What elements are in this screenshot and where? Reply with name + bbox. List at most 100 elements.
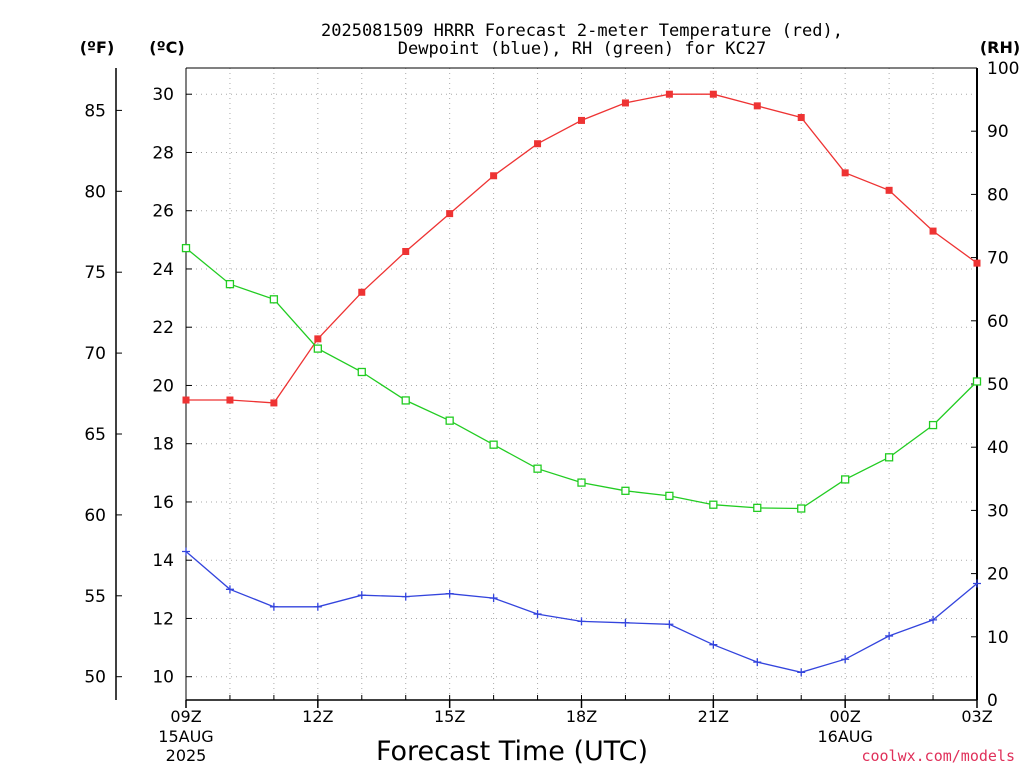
rh-point — [357, 367, 366, 377]
temperature-point — [709, 90, 717, 98]
dewpoint-point — [357, 591, 366, 600]
dewpoint-point — [709, 640, 718, 649]
dewpoint-point — [533, 610, 542, 619]
dewpoint-point — [225, 585, 234, 594]
rh-point — [445, 416, 454, 425]
dewpoint-point — [665, 620, 674, 629]
rh-point — [577, 478, 586, 487]
c-tick-label: 20 — [152, 376, 174, 396]
c-tick-label: 24 — [152, 260, 174, 280]
temperature-point — [973, 259, 981, 267]
rh-tick-label: 20 — [987, 565, 1009, 585]
c-tick-label: 28 — [152, 143, 174, 163]
rh-point — [709, 500, 718, 509]
rh-point — [225, 279, 235, 289]
rh-tick-label: 80 — [987, 185, 1009, 205]
f-tick-label: 55 — [84, 587, 106, 607]
dewpoint-point — [841, 655, 850, 664]
rh-tick-label: 60 — [987, 312, 1009, 332]
x-tick-label: 21Z — [698, 707, 729, 726]
temperature-point — [182, 396, 190, 404]
temperature-point — [841, 169, 849, 177]
chart-title-line2: Dewpoint (blue), RH (green) for KC27 — [398, 39, 766, 59]
f-tick-label: 60 — [84, 506, 106, 526]
rh-point — [753, 503, 762, 513]
credit-text: coolwx.com/models — [861, 747, 1015, 765]
rh-tick-label: 100 — [987, 59, 1019, 79]
chart-title-line1: 2025081509 HRRR Forecast 2-meter Tempera… — [321, 21, 843, 41]
unit-rh: (RH) — [980, 38, 1020, 57]
temperature-point — [446, 210, 454, 218]
x-tick-label: 18Z — [566, 707, 597, 726]
temperature-point — [929, 227, 937, 235]
c-tick-label: 10 — [152, 668, 174, 688]
unit-fahrenheit: (ºF) — [80, 38, 115, 57]
rh-point — [269, 295, 279, 304]
f-tick-label: 65 — [84, 425, 106, 445]
temperature-point — [490, 172, 498, 180]
dewpoint-point — [973, 579, 981, 588]
rh-tick-label: 70 — [987, 249, 1009, 269]
c-tick-label: 18 — [152, 435, 174, 455]
dewpoint-point — [621, 618, 630, 627]
c-tick-label: 14 — [152, 551, 174, 571]
axes: 50 55 60 65 70 75 80 85 10 12 14 16 18 20 22 24 26 28 30 0 1… — [84, 59, 1019, 765]
x-tick-sublabel: 16AUG — [817, 727, 872, 746]
dewpoint-point — [753, 658, 762, 667]
rh-point — [665, 491, 674, 501]
c-tick-label: 16 — [152, 493, 174, 513]
temperature-point — [358, 288, 366, 296]
series-layer — [181, 90, 982, 677]
temperature-point — [578, 116, 585, 124]
f-tick-label: 75 — [84, 263, 106, 283]
dewpoint-point — [313, 602, 322, 611]
rh-tick-label: 0 — [987, 691, 998, 711]
rh-point — [797, 504, 806, 513]
x-tick-label: 00Z — [830, 707, 861, 726]
x-axis-label: Forecast Time (UTC) — [376, 736, 648, 767]
c-tick-label: 12 — [152, 609, 174, 629]
x-tick-label: 15Z — [434, 707, 465, 726]
dewpoint-point — [401, 592, 410, 601]
x-tick-label: 12Z — [302, 707, 333, 726]
f-tick-label: 85 — [84, 101, 106, 121]
rh-point — [533, 464, 542, 473]
dewpoint-point — [182, 547, 190, 556]
temperature-point — [534, 140, 542, 148]
rh-point — [841, 475, 850, 484]
c-tick-label: 30 — [152, 85, 174, 105]
rh-point — [401, 396, 410, 405]
temperature-point — [314, 335, 322, 343]
rh-tick-label: 30 — [987, 501, 1009, 521]
rh-point — [972, 377, 982, 386]
temperature-point — [402, 247, 410, 255]
dewpoint-point — [885, 631, 894, 640]
dewpoint-point — [929, 615, 938, 624]
dewpoint-point — [577, 617, 586, 626]
rh-point — [884, 453, 894, 462]
x-tick-sublabel: 15AUG — [158, 727, 213, 746]
dewpoint-point — [489, 594, 498, 603]
x-tick-label: 09Z — [170, 707, 201, 726]
x-tick-label: 03Z — [961, 707, 992, 726]
dewpoint-point — [797, 668, 806, 677]
rh-point — [489, 440, 498, 449]
c-tick-label: 26 — [152, 202, 174, 222]
temperature-point — [665, 90, 673, 98]
rh-tick-label: 10 — [987, 628, 1009, 648]
grid-lines — [186, 68, 977, 700]
temperature-point — [270, 399, 278, 407]
f-tick-label: 50 — [84, 668, 106, 688]
f-tick-label: 80 — [84, 182, 106, 202]
temperature-point — [885, 186, 893, 194]
dewpoint-line — [185, 551, 978, 673]
dewpoint-point — [269, 602, 278, 611]
rh-point — [621, 486, 630, 495]
rh-point — [181, 243, 191, 253]
temperature-point — [797, 114, 805, 122]
rh-tick-label: 50 — [987, 375, 1009, 395]
x-tick-sublabel: 2025 — [166, 746, 207, 765]
rh-point — [928, 420, 938, 430]
unit-celsius: (ºC) — [149, 38, 184, 57]
